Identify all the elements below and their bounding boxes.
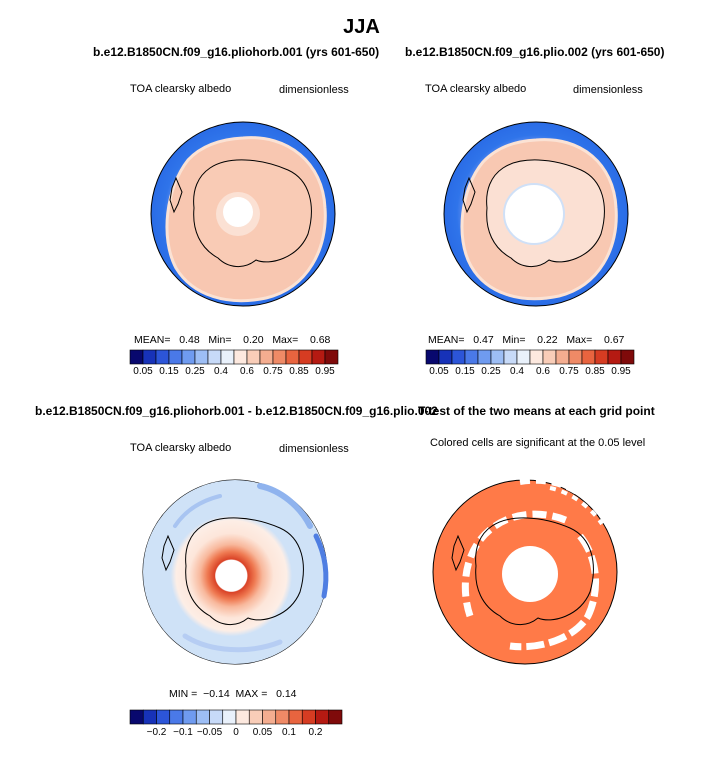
colorbar-swatch: [324, 349, 339, 365]
colorbar-tick-label: 0.4: [510, 366, 524, 377]
colorbar-swatch: [235, 709, 250, 725]
panel-1-polar-map: [150, 121, 336, 307]
colorbar-swatch: [209, 709, 224, 725]
colorbar-swatch: [607, 349, 622, 365]
colorbar-swatch: [195, 709, 210, 725]
colorbar-swatch: [246, 349, 261, 365]
colorbar-swatch: [568, 349, 583, 365]
colorbar-swatch: [142, 349, 157, 365]
colorbar-swatch: [311, 349, 326, 365]
figure-title: JJA: [343, 16, 380, 38]
colorbar-tick-label: 0.95: [315, 366, 335, 377]
colorbar-absolute-1: [129, 349, 339, 365]
panel-1-stats: MEAN= 0.48 Min= 0.20 Max= 0.68: [134, 334, 331, 346]
colorbar-swatch: [301, 709, 316, 725]
panel-3-polar-map: [142, 479, 329, 665]
colorbar-tick-label: 0.15: [159, 366, 179, 377]
panel-2-stats: MEAN= 0.47 Min= 0.22 Max= 0.67: [428, 334, 625, 346]
panel-3-stats: MIN = −0.14 MAX = 0.14: [169, 688, 297, 700]
colorbar-tick-label: 0.6: [536, 366, 550, 377]
colorbar-swatch: [328, 709, 343, 725]
panel-2-units: dimensionless: [573, 84, 643, 96]
colorbar-tick-label: 0.25: [185, 366, 205, 377]
panel-4-note: Colored cells are significant at the 0.0…: [430, 437, 646, 449]
colorbar-swatch: [529, 349, 544, 365]
panel-2-case-title: b.e12.B1850CN.f09_g16.plio.002 (yrs 601-…: [405, 45, 665, 59]
colorbar-swatch: [451, 349, 466, 365]
colorbar-swatch: [181, 349, 196, 365]
colorbar-swatch: [477, 349, 492, 365]
colorbar-swatch: [129, 349, 144, 365]
panel-3-variable: TOA clearsky albedo: [130, 442, 232, 454]
colorbar-swatch: [259, 349, 274, 365]
colorbar-swatch: [155, 349, 170, 365]
colorbar-swatch: [262, 709, 277, 725]
panel-1-variable: TOA clearsky albedo: [130, 83, 232, 95]
panel-4-polar-map: [432, 477, 618, 665]
colorbar-tick-label: 0.05: [429, 366, 449, 377]
colorbar-swatch: [129, 709, 144, 725]
colorbar-swatch: [425, 349, 440, 365]
colorbar-swatch: [285, 349, 300, 365]
colorbar-swatch: [220, 349, 235, 365]
colorbar-swatch: [581, 349, 596, 365]
panel-1-case-title: b.e12.B1850CN.f09_g16.pliohorb.001 (yrs …: [93, 45, 380, 59]
colorbar-swatch: [516, 349, 531, 365]
colorbar-swatch: [142, 709, 157, 725]
colorbar-swatch: [438, 349, 453, 365]
colorbar-swatch: [542, 349, 557, 365]
panel-3-units: dimensionless: [279, 443, 349, 455]
colorbar-tick-label: 0.85: [289, 366, 309, 377]
colorbar-swatch: [464, 349, 479, 365]
colorbar-tick-label: 0.4: [214, 366, 228, 377]
colorbar-absolute-2: [425, 349, 635, 365]
colorbar-swatch: [298, 349, 313, 365]
colorbar-swatch: [248, 709, 263, 725]
panel-2-variable: TOA clearsky albedo: [425, 83, 527, 95]
colorbar-swatch: [315, 709, 330, 725]
colorbar-tick-label: −0.05: [196, 727, 223, 738]
colorbar-tick-label: 0.75: [559, 366, 579, 377]
colorbar-tick-label: −0.2: [146, 727, 167, 738]
colorbar-tick-label: 0.05: [252, 727, 273, 738]
colorbar-swatch: [594, 349, 609, 365]
colorbar-swatch: [288, 709, 303, 725]
colorbar-swatch: [555, 349, 570, 365]
colorbar-swatch: [275, 709, 290, 725]
colorbar-tick-label: 0.25: [481, 366, 501, 377]
panel-3-case-title: b.e12.B1850CN.f09_g16.pliohorb.001 - b.e…: [35, 404, 438, 418]
panel-4-case-title: T-test of the two means at each grid poi…: [418, 404, 655, 418]
colorbar-tick-label: 0.95: [611, 366, 631, 377]
colorbar-tick-label: 0.15: [455, 366, 475, 377]
colorbar-swatch: [222, 709, 237, 725]
panel-2-polar-map: [443, 121, 629, 307]
colorbar-swatch: [207, 349, 222, 365]
colorbar-tick-label: 0.2: [308, 727, 323, 738]
colorbar-tick-label: 0.1: [282, 727, 296, 738]
colorbar-tick-label: 0.85: [585, 366, 605, 377]
colorbar-difference: [129, 709, 343, 725]
colorbar-tick-label: 0.05: [133, 366, 153, 377]
colorbar-swatch: [182, 709, 197, 725]
colorbar-tick-label: 0.6: [240, 366, 254, 377]
colorbar-swatch: [272, 349, 287, 365]
colorbar-swatch: [503, 349, 518, 365]
colorbar-tick-label: 0: [233, 727, 239, 738]
colorbar-tick-label: 0.75: [263, 366, 283, 377]
colorbar-swatch: [169, 709, 184, 725]
colorbar-swatch: [620, 349, 635, 365]
colorbar-tick-label: −0.1: [173, 727, 193, 738]
panel-1-units: dimensionless: [279, 84, 349, 96]
colorbar-swatch: [233, 349, 248, 365]
colorbar-swatch: [168, 349, 183, 365]
colorbar-swatch: [194, 349, 209, 365]
colorbar-swatch: [490, 349, 505, 365]
colorbar-swatch: [156, 709, 171, 725]
